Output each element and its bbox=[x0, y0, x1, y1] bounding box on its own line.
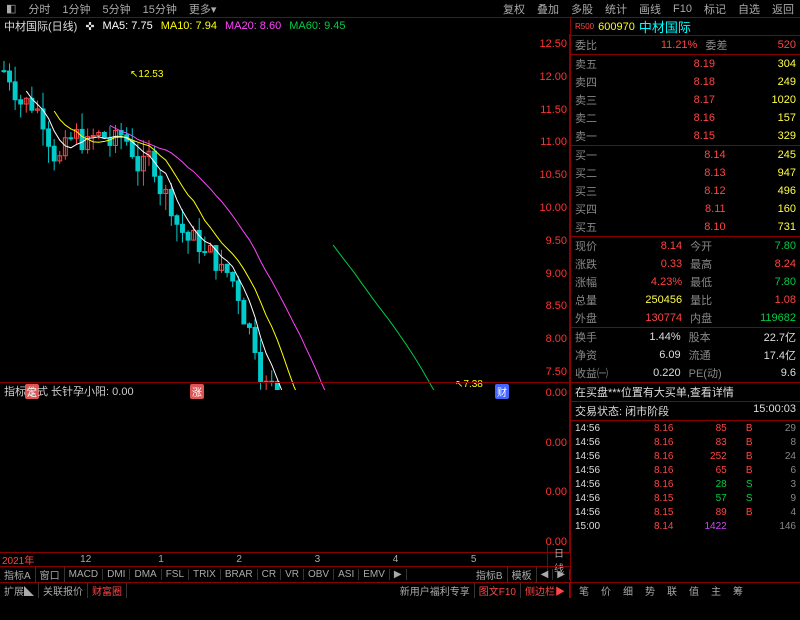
ind-BRAR[interactable]: BRAR bbox=[221, 569, 258, 580]
btab-联[interactable]: 联 bbox=[661, 583, 683, 598]
tab-返回[interactable]: 返回 bbox=[766, 1, 800, 17]
stats-table: 现价8.14今开7.80涨跌0.33最高8.24涨幅4.23%最低7.80总量2… bbox=[571, 237, 800, 327]
btab-细[interactable]: 细 bbox=[617, 583, 639, 598]
btab-价[interactable]: 价 bbox=[595, 583, 617, 598]
ind-指标A[interactable]: 指标A bbox=[0, 567, 36, 582]
stock-prefix: R500 bbox=[575, 22, 594, 31]
ind-ASI[interactable]: ASI bbox=[334, 569, 359, 580]
tab-叠加[interactable]: 叠加 bbox=[531, 1, 565, 17]
main-chart[interactable]: 12.5012.0011.5011.0010.5010.009.509.008.… bbox=[0, 34, 570, 382]
btab-值[interactable]: 值 bbox=[683, 583, 705, 598]
tab-分时[interactable]: 分时 bbox=[22, 1, 56, 17]
tick-table: 14:568.1685B2914:568.1683B814:568.16252B… bbox=[571, 421, 800, 533]
ind-新用户福利专享[interactable]: 新用户福利专享 bbox=[396, 583, 475, 598]
ind-MACD[interactable]: MACD bbox=[65, 569, 103, 580]
sub-y-axis: 0.000.000.000.00 bbox=[546, 383, 567, 552]
btab-势[interactable]: 势 bbox=[639, 583, 661, 598]
tab-5分钟[interactable]: 5分钟 bbox=[97, 1, 137, 17]
indicator-title: 指标公式 长针孕小阳: 0.00 bbox=[0, 383, 569, 399]
ma10-label: MA10: 7.94 bbox=[161, 20, 217, 32]
trade-status: 交易状态: 闭市阶段 bbox=[575, 403, 669, 419]
ind-扩展◣[interactable]: 扩展◣ bbox=[0, 583, 39, 598]
top-tab-bar: ◧ 分时1分钟5分钟15分钟更多▾ 复权叠加多股统计画线F10标记自选返回 bbox=[0, 0, 800, 18]
ind-OBV[interactable]: OBV bbox=[304, 569, 334, 580]
indicator-row-2: 扩展◣关联报价财富圈 新用户福利专享图文F10侧边栏▶ bbox=[0, 582, 570, 598]
ind-◀[interactable]: ◀ bbox=[537, 569, 554, 580]
ask-table: 卖五8.19304卖四8.18249卖三8.171020卖二8.16157卖一8… bbox=[571, 55, 800, 145]
stock-name[interactable]: 中材国际 bbox=[639, 17, 691, 36]
side-bottom-tabs: 笔价细势联值主筹 bbox=[571, 582, 800, 598]
tab-复权[interactable]: 复权 bbox=[497, 1, 531, 17]
tab-更多▾[interactable]: 更多▾ bbox=[183, 1, 223, 17]
indicator-row-1: 指标A窗口MACDDMIDMAFSLTRIXBRARCRVROBVASIEMV▶… bbox=[0, 566, 570, 582]
stock-code[interactable]: 600970 bbox=[598, 21, 635, 33]
indicator-chart[interactable]: 指标公式 长针孕小阳: 0.00 0.000.000.000.00 bbox=[0, 382, 570, 552]
ind-指标B[interactable]: 指标B bbox=[472, 567, 508, 582]
ind-财富圈[interactable]: 财富圈 bbox=[88, 583, 127, 598]
stock-title: 中材国际(日线) bbox=[4, 18, 77, 34]
ind-图文F10[interactable]: 图文F10 bbox=[475, 583, 521, 598]
ind-FSL[interactable]: FSL bbox=[162, 569, 189, 580]
weight-ratio-table: 委比11.21%委差520 bbox=[571, 36, 800, 54]
btab-筹[interactable]: 筹 bbox=[727, 583, 749, 598]
tab-统计[interactable]: 统计 bbox=[599, 1, 633, 17]
tab-1分钟[interactable]: 1分钟 bbox=[56, 1, 96, 17]
ma5-label: MA5: 7.75 bbox=[103, 20, 153, 32]
ind-DMA[interactable]: DMA bbox=[130, 569, 161, 580]
ind-TRIX[interactable]: TRIX bbox=[189, 569, 221, 580]
y-axis: 12.5012.0011.5011.0010.5010.009.509.008.… bbox=[539, 34, 567, 382]
tab-标记[interactable]: 标记 bbox=[698, 1, 732, 17]
ma60-label: MA60: 9.45 bbox=[289, 20, 345, 32]
tab-F10[interactable]: F10 bbox=[667, 3, 698, 15]
tab-自选[interactable]: 自选 bbox=[732, 1, 766, 17]
chart-area: 中材国际(日线) ✜ MA5: 7.75 MA10: 7.94 MA20: 8.… bbox=[0, 18, 570, 598]
ind-EMV[interactable]: EMV bbox=[359, 569, 390, 580]
tab-icon[interactable]: ◧ bbox=[0, 2, 22, 15]
btab-主[interactable]: 主 bbox=[705, 583, 727, 598]
ind-▶[interactable]: ▶ bbox=[553, 569, 570, 580]
btab-笔[interactable]: 笔 bbox=[573, 583, 595, 598]
chart-header: 中材国际(日线) ✜ MA5: 7.75 MA10: 7.94 MA20: 8.… bbox=[0, 18, 570, 34]
ma20-label: MA20: 8.60 bbox=[225, 20, 281, 32]
bid-table: 买一8.14245买二8.13947买三8.12496买四8.11160买五8.… bbox=[571, 146, 800, 236]
ind-关联报价[interactable]: 关联报价 bbox=[39, 583, 88, 598]
notice-text[interactable]: 在买盘***位置有大买单,查看详情 bbox=[571, 383, 800, 402]
trade-time: 15:00:03 bbox=[753, 403, 796, 419]
stock-header: R500 600970 中材国际 bbox=[571, 18, 800, 36]
ind-DMI[interactable]: DMI bbox=[103, 569, 130, 580]
ind-窗口[interactable]: 窗口 bbox=[36, 567, 65, 582]
ind-CR[interactable]: CR bbox=[258, 569, 281, 580]
cursor-icon[interactable]: ✜ bbox=[85, 20, 94, 33]
ind-VR[interactable]: VR bbox=[281, 569, 304, 580]
tab-画线[interactable]: 画线 bbox=[633, 1, 667, 17]
stats2-table: 换手1.44%股本22.7亿净资6.09流通17.4亿收益㈠0.220PE(动)… bbox=[571, 328, 800, 382]
price-label: ↖12.53 bbox=[130, 69, 163, 80]
tab-15分钟[interactable]: 15分钟 bbox=[137, 1, 183, 17]
ind-模板[interactable]: 模板 bbox=[508, 567, 537, 582]
time-axis: 2021年1212345日线 bbox=[0, 552, 570, 566]
side-panel: R500 600970 中材国际 委比11.21%委差520 卖五8.19304… bbox=[570, 18, 800, 598]
ind-▶[interactable]: ▶ bbox=[390, 569, 407, 580]
tab-多股[interactable]: 多股 bbox=[565, 1, 599, 17]
ind-侧边栏▶[interactable]: 侧边栏▶ bbox=[521, 583, 570, 598]
